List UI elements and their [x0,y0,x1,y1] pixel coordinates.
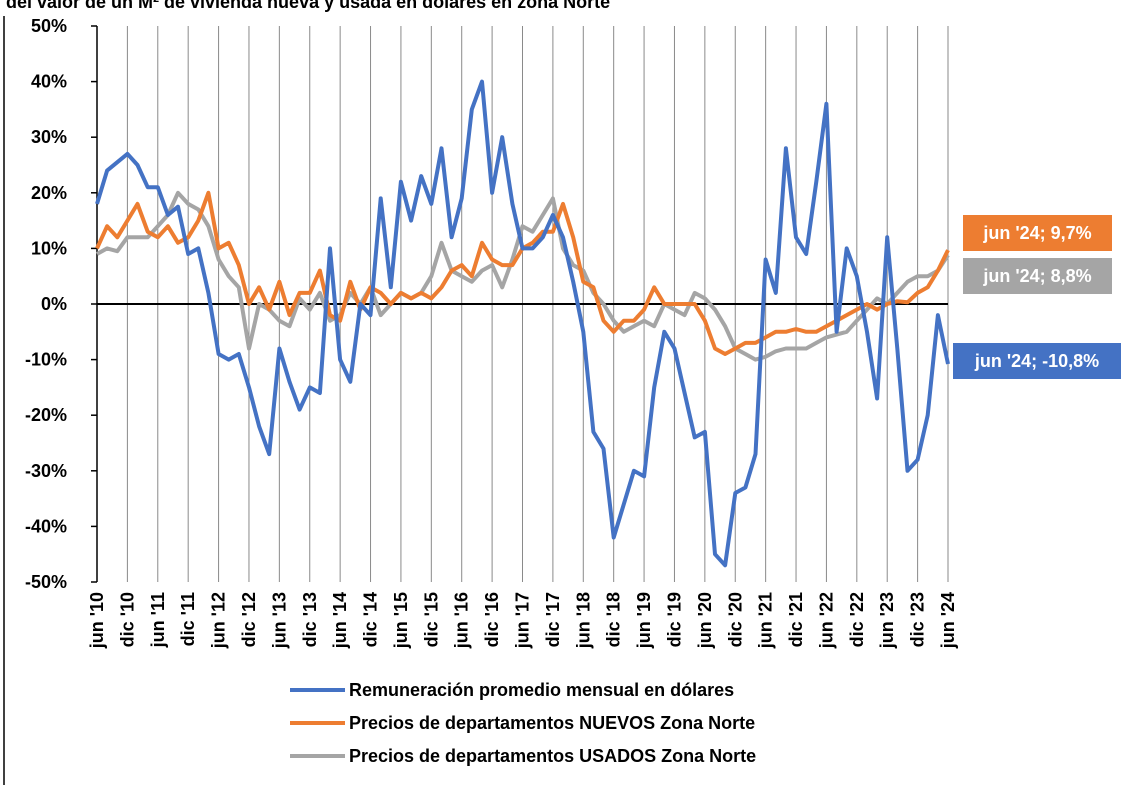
x-tick-label: dic '20 [725,592,745,647]
y-tick-label: -20% [25,405,67,425]
legend-label: Precios de departamentos USADOS Zona Nor… [349,746,756,766]
y-tick-label: 10% [31,238,67,258]
x-tick-label: dic '16 [482,592,502,647]
x-tick-label: dic '22 [847,592,867,647]
x-tick-label: jun '11 [148,592,168,648]
y-tick-label: -10% [25,350,67,370]
legend-label: Remuneración promedio mensual en dólares [349,680,734,700]
x-tick-label: dic '17 [543,592,563,647]
data-line [96,190,950,362]
chart-title: del valor de un M² de vivienda nueva y u… [6,0,610,12]
x-tick-label: jun '21 [756,592,776,649]
x-tick-label: jun '24 [938,592,958,649]
y-tick-label: 0% [41,294,67,314]
x-tick-label: jun '12 [209,592,229,649]
y-tick-label: 20% [31,183,67,203]
x-tick-label: jun '16 [452,592,472,649]
y-tick-label: -50% [25,572,67,592]
y-tick-label: 40% [31,72,67,92]
legend-label: Precios de departamentos NUEVOS Zona Nor… [349,713,755,733]
x-tick-label: jun '20 [695,592,715,649]
data-line [95,79,950,568]
y-tick-label: 30% [31,127,67,147]
x-tick-label: jun '23 [877,592,897,649]
x-tick-label: dic '14 [361,592,381,647]
x-tick-label: jun '19 [634,592,654,649]
x-tick-label: jun '17 [513,592,533,649]
x-tick-label: dic '23 [908,592,928,647]
end-label-box [963,215,1112,251]
x-tick-label: jun '10 [87,592,107,649]
x-tick-label: dic '10 [117,592,137,647]
end-label: jun '24; 9,7% [982,223,1091,243]
end-label-box [953,343,1121,379]
x-tick-label: dic '11 [178,592,198,646]
x-tick-label: jun '22 [816,592,836,649]
end-label-box [963,258,1112,294]
x-tick-label: dic '19 [664,592,684,647]
end-label: jun '24; 8,8% [982,266,1091,286]
y-tick-label: 50% [31,16,67,36]
x-tick-label: dic '21 [786,592,806,647]
end-label: jun '24; -10,8% [974,351,1099,371]
x-tick-label: jun '13 [269,592,289,649]
x-tick-label: dic '12 [239,592,259,647]
x-tick-label: jun '15 [391,592,411,649]
x-tick-label: jun '14 [330,592,350,649]
y-tick-label: -30% [25,461,67,481]
x-tick-label: dic '13 [300,592,320,647]
x-tick-label: jun '18 [573,592,593,649]
y-tick-label: -40% [25,516,67,536]
x-tick-label: dic '15 [421,592,441,647]
x-tick-label: dic '18 [604,592,624,647]
